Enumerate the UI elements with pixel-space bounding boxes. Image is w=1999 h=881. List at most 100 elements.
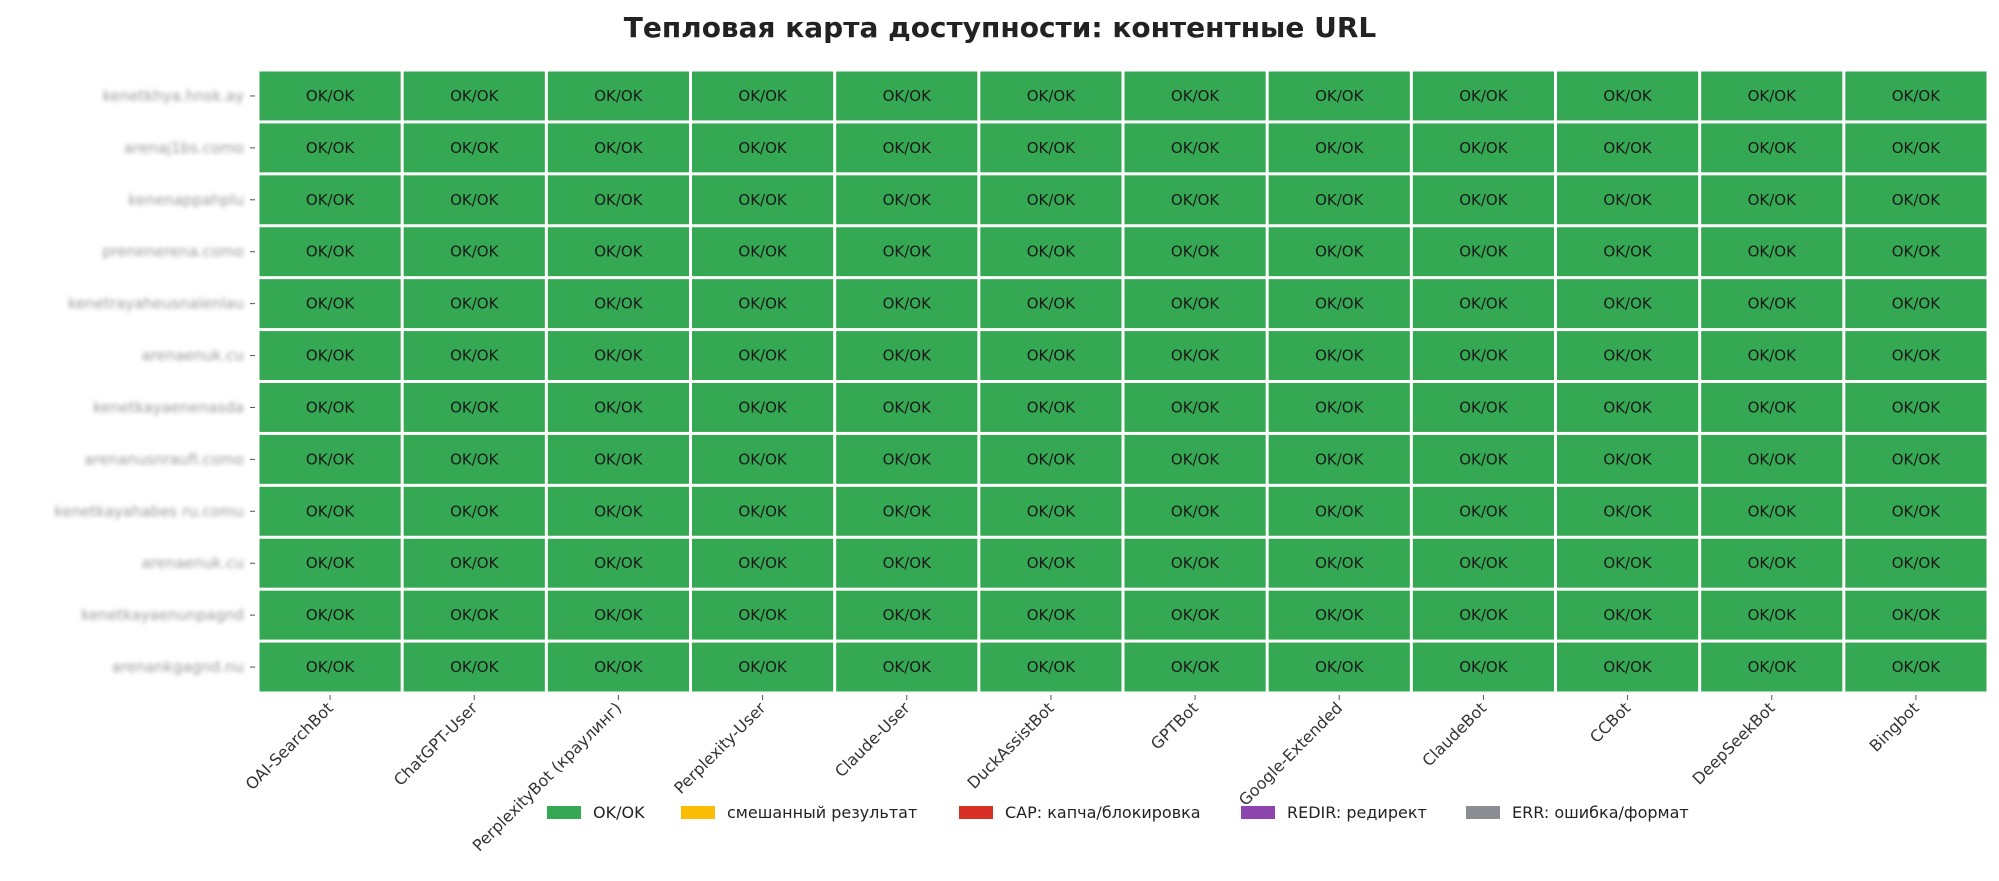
column-label: GPTBot <box>1147 698 1202 753</box>
heatmap-cell <box>1701 383 1843 432</box>
heatmap-cell-label: OK/OK <box>1459 87 1509 105</box>
heatmap-cell <box>1268 71 1410 121</box>
heatmap-cell-label: OK/OK <box>1892 398 1942 416</box>
row-label: prenenerena.como <box>102 243 244 261</box>
heatmap-cell <box>1845 71 1987 121</box>
heatmap-cell-label: OK/OK <box>450 502 500 520</box>
heatmap-cell <box>980 383 1122 432</box>
heatmap-cell-labels: OK/OK OK/OK OK/OK OK/OK OK/OK OK/OK OK/OK OK/OK… <box>306 87 1941 676</box>
heatmap-cell <box>1845 434 1987 484</box>
heatmap-cell <box>403 642 545 692</box>
heatmap-cell <box>1701 227 1843 277</box>
heatmap-cell-label: OK/OK <box>1315 191 1365 209</box>
heatmap-cell <box>1412 642 1554 692</box>
heatmap-cell-label: OK/OK <box>1892 139 1942 157</box>
heatmap-cell-label: OK/OK <box>1603 243 1653 261</box>
heatmap-cell <box>1701 434 1843 484</box>
heatmap-cell-label: OK/OK <box>1892 450 1942 468</box>
heatmap-cell <box>403 175 545 225</box>
heatmap-cell-label: OK/OK <box>1027 658 1077 676</box>
heatmap-cell-label: OK/OK <box>883 606 933 624</box>
heatmap-cell-label: OK/OK <box>1459 554 1509 572</box>
heatmap-cell-label: OK/OK <box>1315 243 1365 261</box>
heatmap-cell-label: OK/OK <box>1892 606 1942 624</box>
heatmap-cell <box>1268 642 1410 692</box>
heatmap-cell <box>547 123 689 173</box>
heatmap-cell-label: OK/OK <box>1027 347 1077 365</box>
heatmap-cell-label: OK/OK <box>738 502 788 520</box>
row-label: arenaj1bs.como <box>124 139 244 157</box>
row-label: kenetkayaenenasda <box>93 398 244 416</box>
heatmap-cell <box>980 227 1122 277</box>
heatmap-cell <box>1845 590 1987 640</box>
heatmap-cell-label: OK/OK <box>1603 606 1653 624</box>
column-label: ClaudeBot <box>1418 698 1490 770</box>
heatmap-cell-label: OK/OK <box>1315 658 1365 676</box>
heatmap-cell-label: OK/OK <box>594 243 644 261</box>
heatmap-cell <box>403 538 545 588</box>
heatmap-cell <box>403 590 545 640</box>
heatmap-cell <box>1412 227 1554 277</box>
heatmap-cell-label: OK/OK <box>738 191 788 209</box>
heatmap-cell-label: OK/OK <box>594 398 644 416</box>
heatmap-cell <box>1557 331 1699 380</box>
heatmap-cell-label: OK/OK <box>1027 398 1077 416</box>
heatmap-cell-label: OK/OK <box>306 87 356 105</box>
heatmap-cell <box>1845 486 1987 536</box>
heatmap-cell-label: OK/OK <box>738 139 788 157</box>
heatmap-cell <box>547 383 689 432</box>
heatmap-cell <box>403 279 545 329</box>
heatmap-cell-label: OK/OK <box>1603 658 1653 676</box>
heatmap-cell <box>1412 590 1554 640</box>
heatmap-cell <box>1124 486 1266 536</box>
row-label: kenetkayaenunpagnd <box>81 606 244 624</box>
heatmap-cell <box>1701 538 1843 588</box>
heatmap-cell <box>1124 383 1266 432</box>
heatmap-cell <box>259 383 401 432</box>
heatmap-cell-label: OK/OK <box>306 554 356 572</box>
heatmap-cell <box>547 538 689 588</box>
heatmap-cell <box>547 175 689 225</box>
heatmap-cell <box>1412 331 1554 380</box>
heatmap-cell <box>403 434 545 484</box>
heatmap-cell-label: OK/OK <box>1027 450 1077 468</box>
heatmap-cell <box>980 642 1122 692</box>
heatmap-cell <box>980 538 1122 588</box>
heatmap-cell <box>1557 538 1699 588</box>
heatmap-cell-label: OK/OK <box>306 606 356 624</box>
heatmap-cell-label: OK/OK <box>1603 398 1653 416</box>
heatmap-cell-label: OK/OK <box>1171 658 1221 676</box>
heatmap-cell-label: OK/OK <box>883 658 933 676</box>
heatmap-cell-label: OK/OK <box>306 398 356 416</box>
heatmap-cell-label: OK/OK <box>450 450 500 468</box>
heatmap-cell <box>1701 331 1843 380</box>
heatmap-cell <box>980 434 1122 484</box>
heatmap-cell <box>1701 486 1843 536</box>
heatmap-cell <box>1701 175 1843 225</box>
heatmap-cell <box>1412 123 1554 173</box>
heatmap-cell-label: OK/OK <box>883 398 933 416</box>
heatmap-cell <box>1845 383 1987 432</box>
heatmap-cell <box>547 486 689 536</box>
heatmap-cell-label: OK/OK <box>883 347 933 365</box>
heatmap-cell-label: OK/OK <box>883 450 933 468</box>
heatmap-cell-label: OK/OK <box>883 139 933 157</box>
legend-label: смешанный результат <box>727 803 917 822</box>
heatmap-cell <box>1845 279 1987 329</box>
heatmap-cell-label: OK/OK <box>738 243 788 261</box>
heatmap-cell-label: OK/OK <box>306 450 356 468</box>
heatmap-cell-label: OK/OK <box>1027 243 1077 261</box>
heatmap-cell <box>1268 434 1410 484</box>
heatmap-cell-label: OK/OK <box>450 606 500 624</box>
heatmap-cell-label: OK/OK <box>594 295 644 313</box>
heatmap-cell <box>692 538 834 588</box>
heatmap-cell <box>836 123 978 173</box>
heatmap-cell-label: OK/OK <box>1027 554 1077 572</box>
heatmap-cell <box>1701 71 1843 121</box>
heatmap-cell <box>692 227 834 277</box>
heatmap-cell-label: OK/OK <box>1603 139 1653 157</box>
heatmap-cell <box>259 175 401 225</box>
heatmap-cell-label: OK/OK <box>306 502 356 520</box>
heatmap-cell <box>403 486 545 536</box>
heatmap-cell <box>980 331 1122 380</box>
